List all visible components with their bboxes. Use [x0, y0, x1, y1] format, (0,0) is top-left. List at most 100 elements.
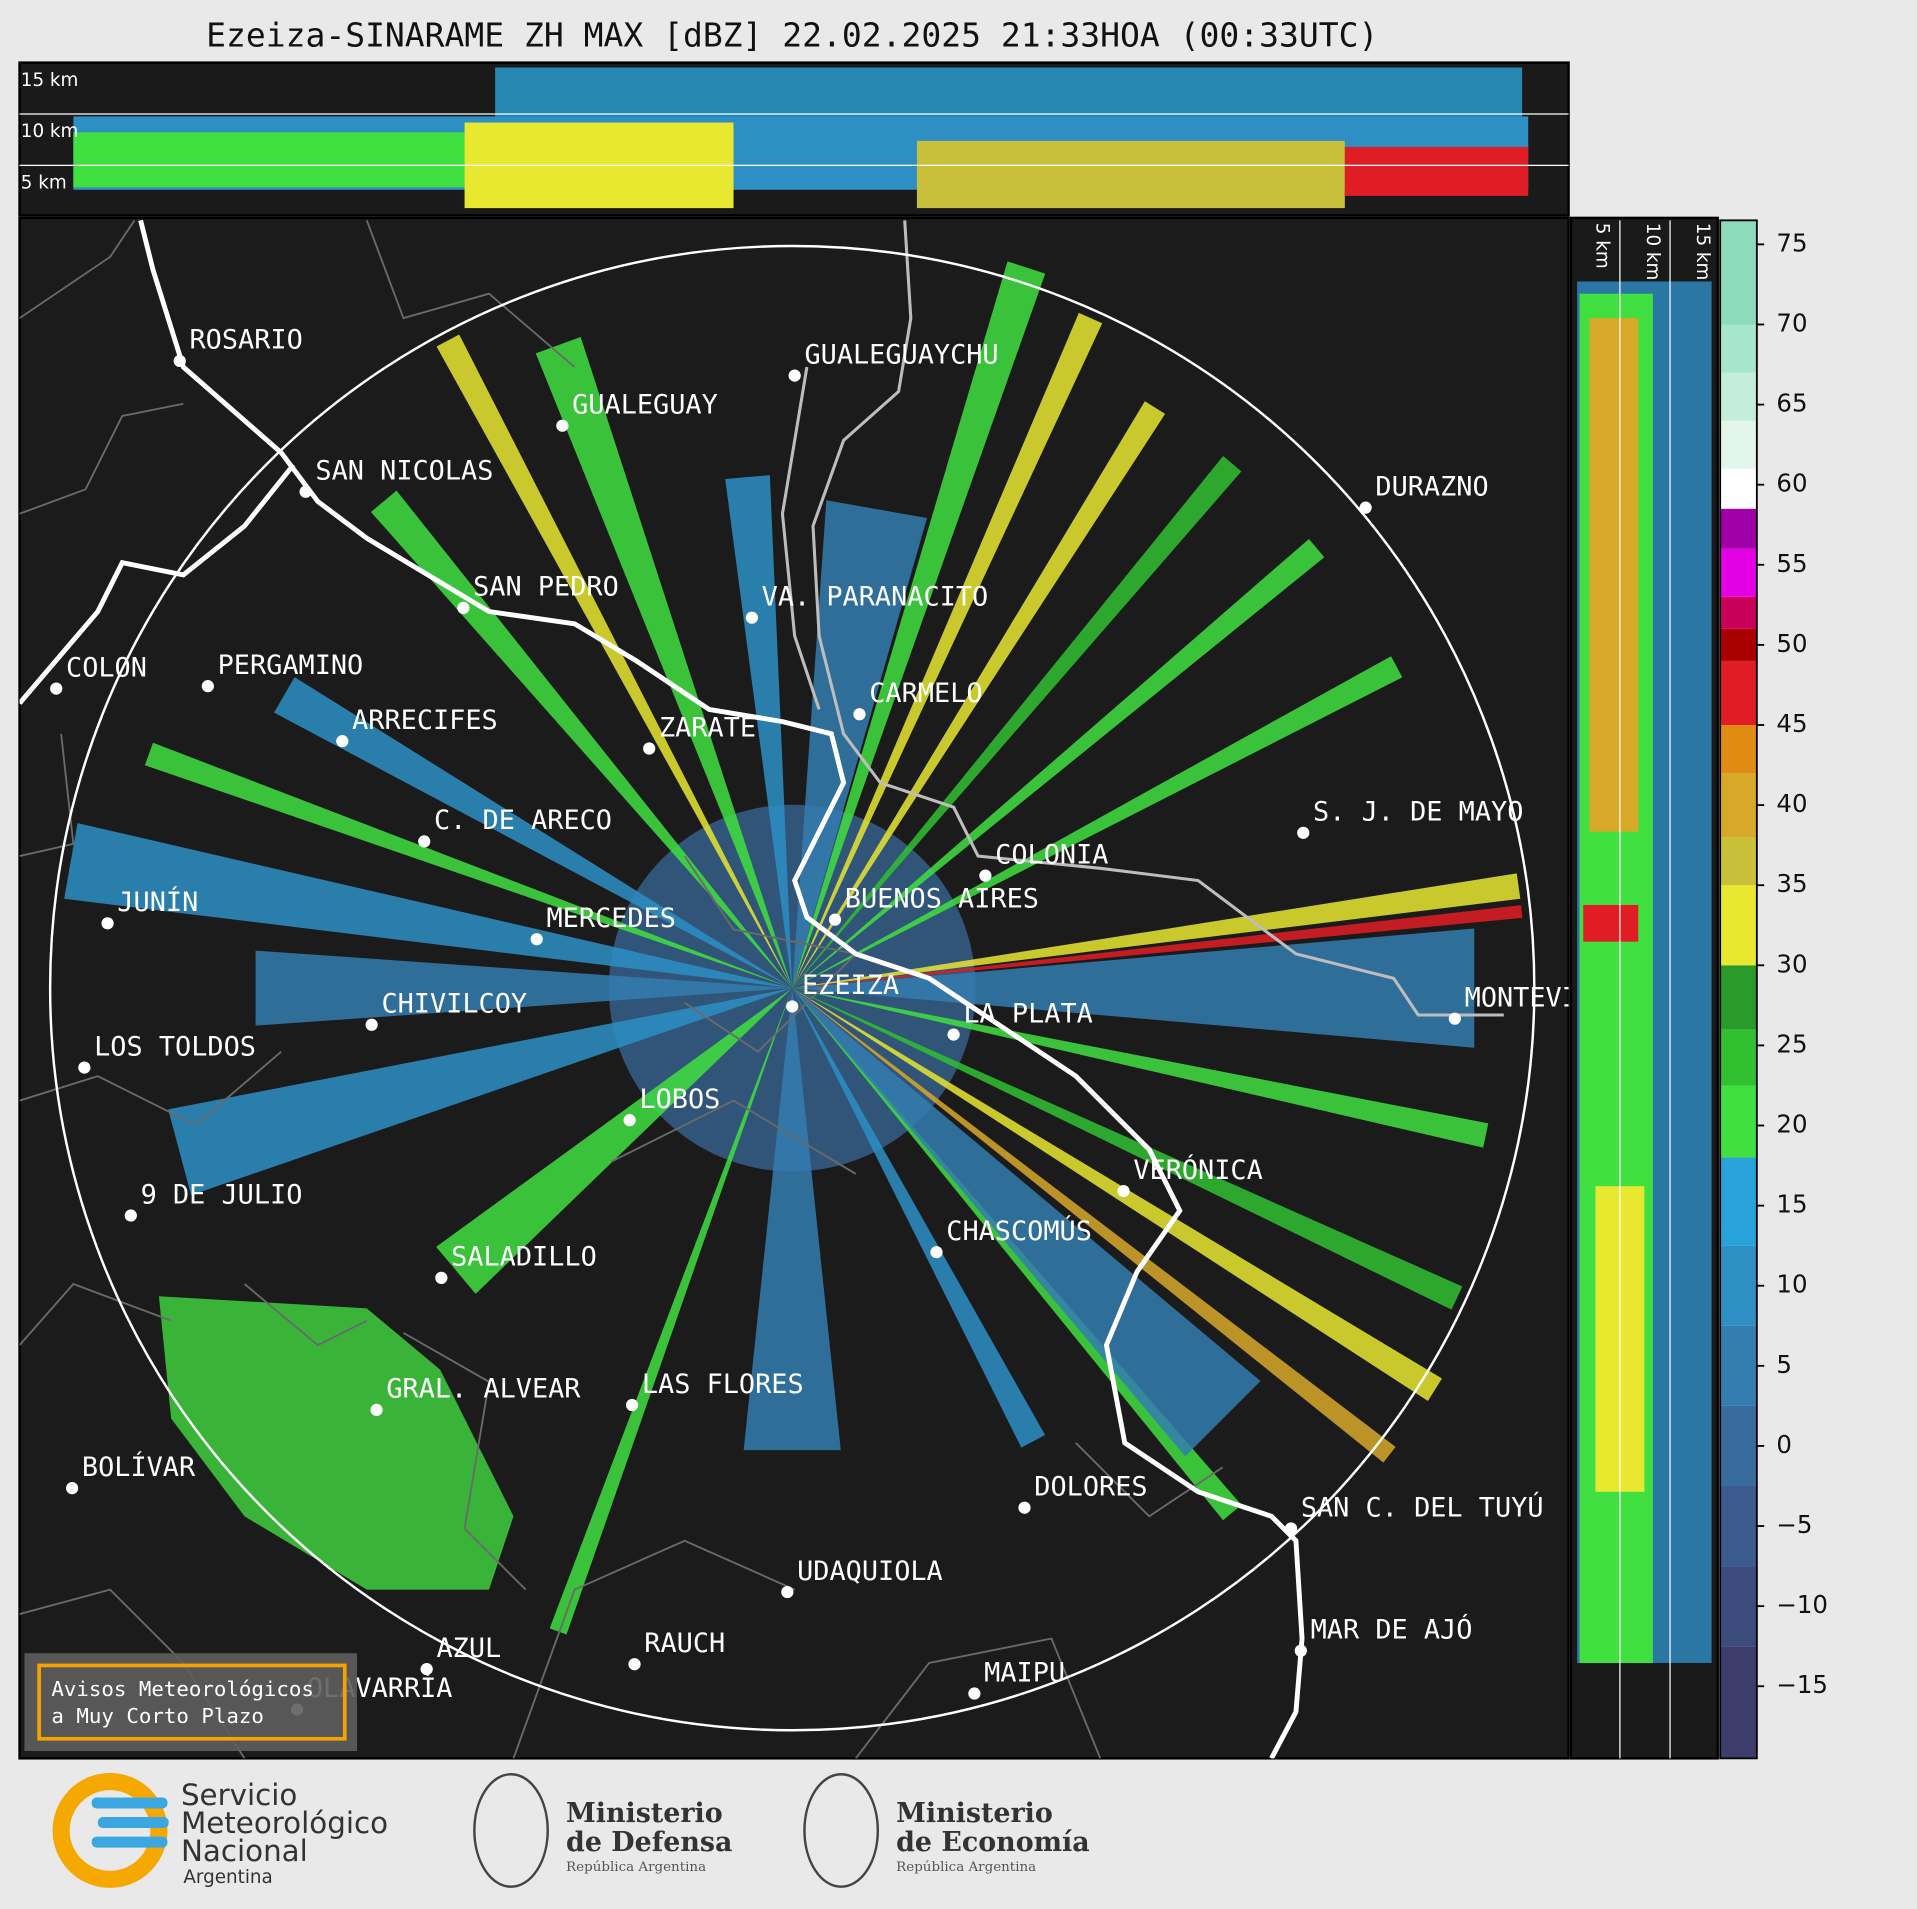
city-dot: [628, 1658, 641, 1671]
city-label: BUENOS AIRES: [845, 883, 1039, 914]
smn-wave: [97, 1817, 169, 1829]
city-dot: [556, 419, 569, 432]
colorbar-band: [1720, 468, 1757, 509]
colorbar-tick-label: 45: [1776, 709, 1807, 738]
colorbar-tick-label: 65: [1776, 389, 1807, 418]
city-label: RAUCH: [644, 1628, 725, 1659]
colorbar-band: [1720, 885, 1757, 966]
city-dot: [457, 601, 470, 615]
city-dot: [1294, 1644, 1307, 1657]
city-label: VERÓNICA: [1133, 1154, 1262, 1186]
warning-box[interactable]: [37, 1663, 347, 1741]
colorbar-band: [1720, 1029, 1757, 1086]
smn-wave: [91, 1836, 168, 1848]
colorbar-tick-label: 60: [1776, 469, 1807, 498]
city-dot: [173, 354, 186, 368]
echo-ray: [792, 873, 1521, 989]
colorbar-tick-label: 15: [1776, 1190, 1807, 1219]
colorbar-tick-label: 50: [1776, 629, 1807, 658]
colorbar-tick-label: −10: [1776, 1590, 1828, 1619]
city-label: GUALEGUAYCHU: [804, 339, 998, 370]
city-label: C. DE ARECO: [434, 805, 612, 836]
echo-ray: [792, 656, 1403, 989]
city-dot: [745, 611, 758, 624]
colorbar-tick-label: 25: [1776, 1029, 1807, 1058]
city-dot: [420, 1662, 433, 1676]
city-label: EZEIZA: [802, 970, 899, 1001]
colorbar-band: [1720, 1245, 1757, 1326]
city-label: LA PLATA: [963, 998, 1092, 1029]
section-band: [73, 132, 465, 188]
city-dot: [1359, 501, 1372, 514]
city-label: DOLORES: [1034, 1471, 1147, 1502]
city-label: SAN NICOLAS: [315, 456, 493, 487]
city-dot: [853, 708, 866, 721]
colorbar-tick-label: 20: [1776, 1110, 1807, 1139]
smn-ring: [52, 1773, 168, 1888]
city-label: MAR DE AJÓ: [1311, 1614, 1473, 1646]
city-label: PERGAMINO: [218, 650, 364, 681]
city-dot: [623, 1114, 636, 1127]
city-label: SAN PEDRO: [473, 572, 619, 603]
colorbar-band: [1720, 965, 1757, 1030]
city-label: LOS TOLDOS: [94, 1031, 256, 1062]
warning-text: a Muy Corto Plazo: [51, 1704, 264, 1728]
height-label: 10 km: [21, 121, 79, 142]
range-ring: [48, 244, 1536, 1732]
warning-backdrop: [24, 1653, 357, 1752]
colorbar-band: [1720, 1325, 1757, 1406]
colorbar-band: [1720, 628, 1757, 661]
city-label: COLON: [66, 652, 147, 683]
logo-text: República Argentina: [566, 1860, 706, 1875]
city-label: CARMELO: [869, 678, 982, 709]
colorbar-tick-label: 55: [1776, 549, 1807, 578]
echo-ray: [64, 823, 793, 989]
city-label: GUALEGUAY: [572, 390, 718, 421]
colorbar-band: [1720, 220, 1757, 325]
city-label: S. J. DE MAYO: [1313, 797, 1523, 828]
city-dot: [1297, 826, 1310, 839]
height-label: 15 km: [1692, 223, 1713, 281]
defensa-logo: Ministerio de Defensa República Argentin…: [473, 1773, 732, 1888]
colorbar-band: [1720, 660, 1757, 725]
echo-ray: [792, 261, 1046, 989]
height-label: 10 km: [1642, 223, 1663, 281]
city-dot: [979, 869, 992, 882]
logo-text: Servicio: [181, 1778, 297, 1812]
city-dot: [365, 1018, 378, 1031]
logo-text: de Defensa: [566, 1827, 732, 1858]
echo-ray: [792, 538, 1325, 989]
colorbar-tick-label: 75: [1776, 228, 1807, 257]
city-label: MONTEVIDEO: [1465, 982, 1627, 1013]
colorbar-tick-label: 0: [1776, 1430, 1792, 1459]
city-dot: [418, 835, 431, 848]
side-section-echoes: [1577, 281, 1712, 1663]
smn-wave: [91, 1797, 168, 1809]
city-dot: [1117, 1184, 1130, 1198]
city-dot: [435, 1271, 448, 1284]
colorbar-band: [1720, 1566, 1757, 1647]
echo-ray: [168, 988, 793, 1196]
logo-text: Meteorológico: [181, 1806, 388, 1840]
city-dot: [786, 1000, 799, 1013]
section-band: [1344, 146, 1529, 196]
city-dot: [828, 913, 842, 926]
logo-text: de Economía: [896, 1827, 1090, 1858]
city-label: ZARATE: [659, 712, 756, 743]
echo-ray: [792, 988, 1261, 1457]
city-dot: [1018, 1501, 1031, 1514]
echo-ray: [792, 500, 928, 989]
city-label: DURAZNO: [1375, 471, 1488, 502]
colorbar-band: [1720, 1485, 1757, 1567]
logo-text: Ministerio: [896, 1798, 1053, 1829]
city-label: SALADILLO: [451, 1242, 597, 1273]
city-dot: [788, 369, 801, 382]
city-dot: [66, 1482, 79, 1495]
city-label: JUNÍN: [117, 886, 198, 918]
colorbar-tick-label: 5: [1776, 1350, 1792, 1379]
colorbar-frame: [1719, 219, 1758, 1760]
city-layer: ROSARIO GUALEGUAYCHU GUALEGUAY SAN NICOLAS D…: [50, 325, 1627, 1716]
city-dot: [1448, 1012, 1461, 1025]
